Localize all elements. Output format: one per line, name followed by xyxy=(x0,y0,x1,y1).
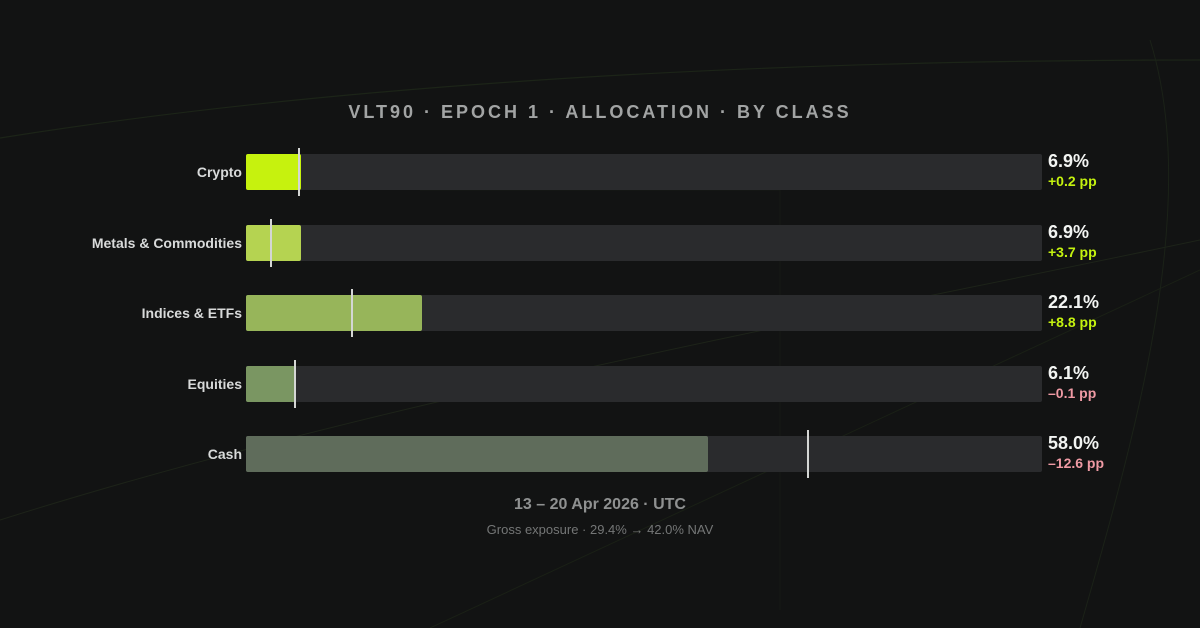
delta-label: +8.8 pp xyxy=(1048,314,1097,330)
bar-row: Metals & Commodities 6.9% +3.7 pp xyxy=(0,218,1200,267)
value-label: 6.1% xyxy=(1048,362,1090,383)
bar-row: Equities 6.1% –0.1 pp xyxy=(0,359,1200,408)
category-label: Equities xyxy=(187,375,242,392)
delta-label: –0.1 pp xyxy=(1048,384,1097,401)
bar xyxy=(246,436,708,472)
bar-track xyxy=(246,218,1042,267)
bar xyxy=(246,224,301,261)
previous-allocation-marker xyxy=(806,430,809,478)
bar-track xyxy=(246,289,1042,337)
category-label: Indices & ETFs xyxy=(141,305,242,321)
previous-allocation-marker xyxy=(270,218,273,267)
value-label: 6.9% xyxy=(1048,221,1090,242)
delta-label: +3.7 pp xyxy=(1048,243,1097,260)
date-range: 13 – 20 Apr 2026 · UTC xyxy=(514,496,686,513)
value-label: 22.1% xyxy=(1048,292,1100,312)
previous-allocation-marker xyxy=(350,289,353,337)
bar-track xyxy=(246,430,1042,478)
bar-track xyxy=(246,359,1042,408)
delta-label: –12.6 pp xyxy=(1048,455,1105,471)
category-label: Metals & Commodities xyxy=(91,234,242,251)
delta-label: +0.2 pp xyxy=(1048,173,1097,189)
bar-track xyxy=(246,148,1042,196)
category-label: Cash xyxy=(207,446,242,462)
previous-allocation-marker xyxy=(294,359,297,408)
bar-row: Cash 58.0% –12.6 pp xyxy=(0,430,1200,478)
bar xyxy=(246,365,295,402)
bar xyxy=(246,154,301,190)
previous-allocation-marker xyxy=(298,148,301,196)
chart-title: VLT90 · EPOCH 1 · ALLOCATION · BY CLASS xyxy=(348,102,852,122)
bar-row: Crypto 6.9% +0.2 pp xyxy=(0,148,1200,196)
category-label: Crypto xyxy=(196,164,242,180)
bar xyxy=(246,295,422,331)
value-label: 58.0% xyxy=(1048,433,1100,453)
gross-exposure-note: Gross exposure · 29.4% → 42.0% NAV xyxy=(486,522,714,537)
value-label: 6.9% xyxy=(1048,151,1090,171)
bar-row: Indices & ETFs 22.1% +8.8 pp xyxy=(0,289,1200,337)
